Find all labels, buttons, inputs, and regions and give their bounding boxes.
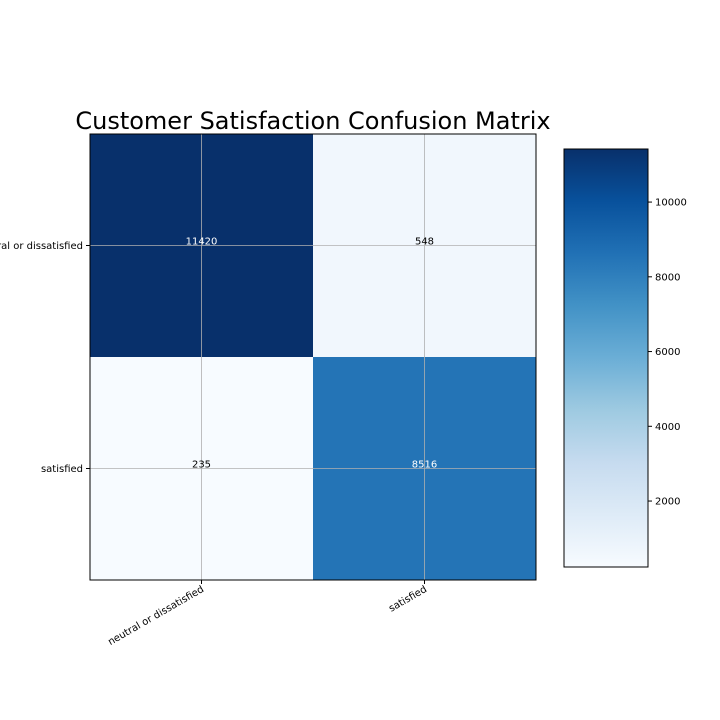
- matrix-cells: [90, 134, 536, 580]
- x-tick-label: satisfied: [387, 584, 429, 615]
- colorbar-tick-label: 8000: [655, 272, 680, 283]
- y-axis-ticks: neutral or dissatisfied satisfied: [0, 241, 90, 475]
- colorbar-tick-label: 6000: [655, 347, 680, 358]
- cell-value-label: 11420: [186, 237, 218, 248]
- cell-value-label: 548: [415, 237, 434, 248]
- cell-value-labels: 11420 548 235 8516: [186, 237, 438, 471]
- x-axis-ticks: neutral or dissatisfied satisfied: [106, 580, 429, 648]
- chart-title: Customer Satisfaction Confusion Matrix: [75, 107, 550, 135]
- grid-lines: [90, 134, 536, 580]
- colorbar-frame: [563, 148, 649, 568]
- y-tick-label: neutral or dissatisfied: [0, 241, 83, 252]
- colorbar-tick-label: 2000: [655, 497, 680, 508]
- cell-value-label: 235: [192, 460, 211, 471]
- x-tick-label: neutral or dissatisfied: [106, 584, 206, 648]
- colorbar: 2000 4000 6000 8000 10000: [563, 148, 687, 568]
- colorbar-gradient: [564, 149, 648, 567]
- y-tick-label: satisfied: [41, 464, 83, 475]
- colorbar-tick-label: 4000: [655, 422, 680, 433]
- plot-frame: [89, 133, 537, 581]
- colorbar-tick-label: 10000: [655, 198, 687, 209]
- cell-value-label: 8516: [412, 460, 437, 471]
